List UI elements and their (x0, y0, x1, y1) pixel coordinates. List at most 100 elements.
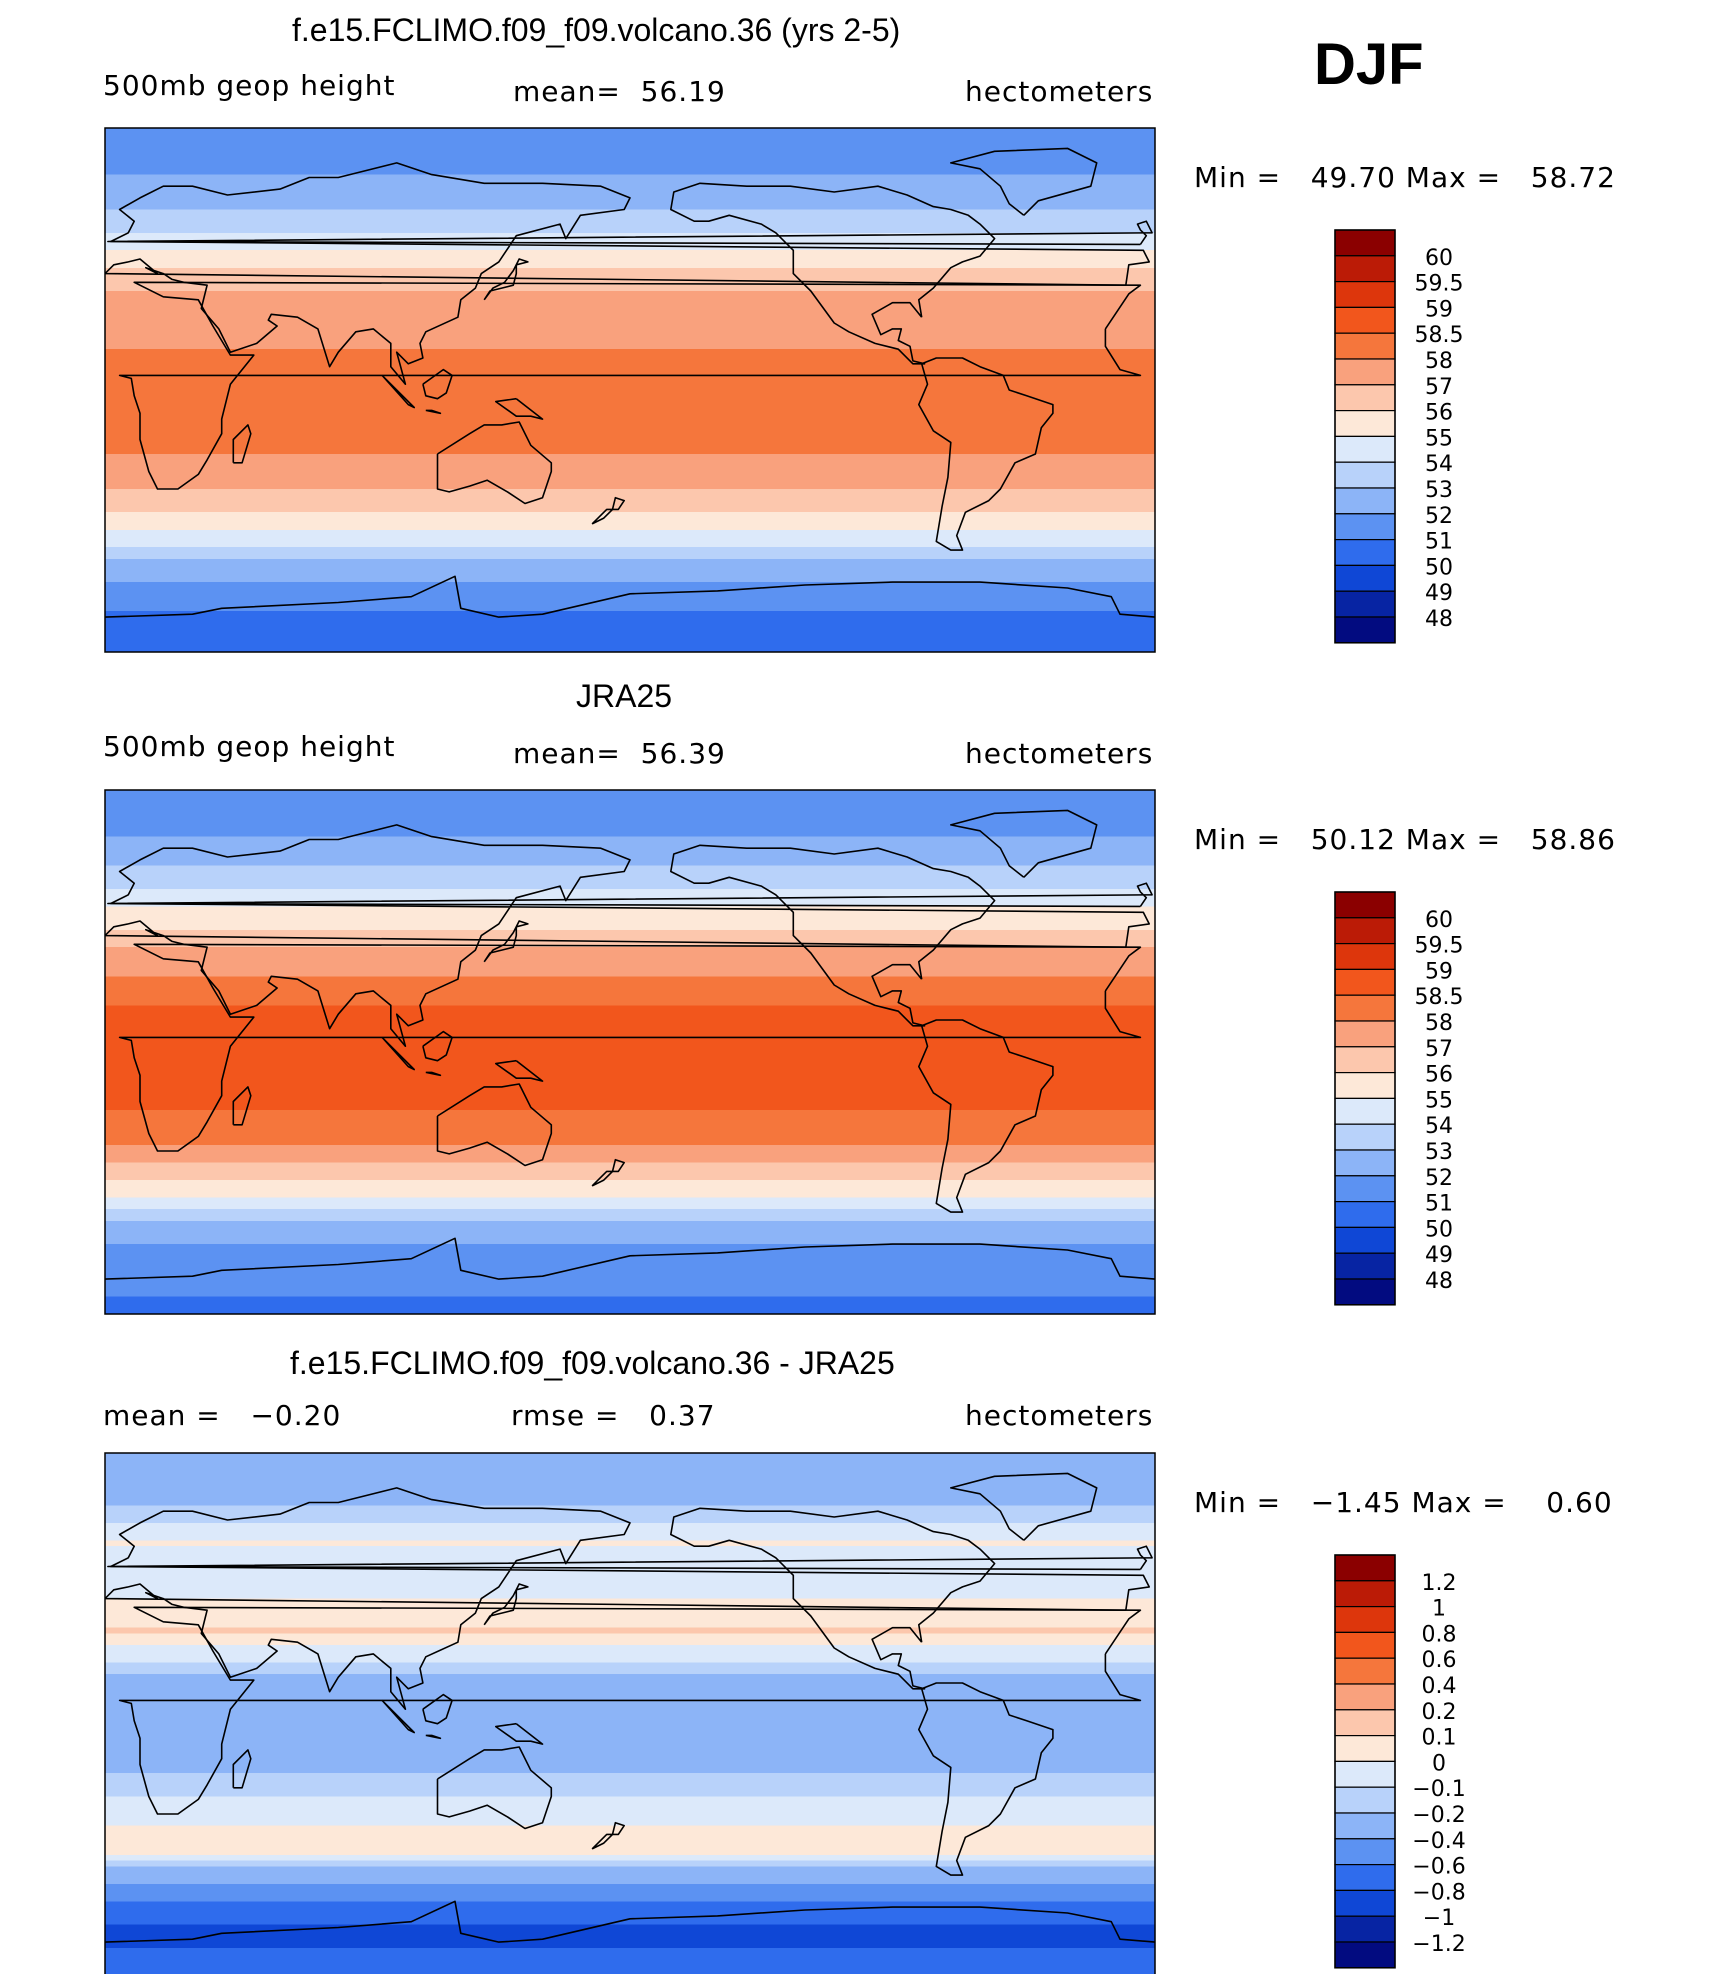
colorbar-tick-label: 54 (1425, 452, 1453, 477)
colorbar-swatch (1334, 1605, 1396, 1633)
coastline (0, 810, 47, 877)
colorbar-swatch (1334, 1941, 1396, 1969)
colorbar-swatch (1334, 891, 1396, 919)
coastline (105, 575, 1155, 618)
coastline (0, 163, 99, 384)
colorbar-swatch (1334, 1175, 1396, 1203)
colorbar-tick-label: 0.8 (1422, 1622, 1457, 1647)
map-background (105, 1453, 1155, 1974)
coastline (422, 1030, 453, 1062)
coastline (483, 258, 529, 301)
colorbar-tick-label: 58 (1425, 1011, 1453, 1036)
coastlines (0, 1472, 1155, 1943)
coastline (0, 1607, 90, 1814)
colorbar-swatch (1334, 1200, 1396, 1228)
colorbar-frame (1334, 1554, 1396, 1969)
colorbar-frame (1334, 229, 1396, 644)
coastline (669, 182, 996, 365)
coastline (494, 397, 544, 420)
colorbar-swatch (1334, 1020, 1396, 1048)
panel-3-mean-label: mean = −0.20 (103, 1399, 342, 1432)
coastline (0, 148, 47, 215)
season-label: DJF (1314, 32, 1424, 97)
panel-3-units-label: hectometers (965, 1399, 1154, 1432)
colorbar-tick-label: −0.8 (1412, 1880, 1465, 1905)
coastline (381, 1036, 416, 1071)
colorbar-swatch (1334, 1554, 1396, 1582)
coastline (425, 1734, 442, 1740)
colorbar-tick-label: 0 (1432, 1751, 1446, 1776)
colorbar-swatch (1334, 1252, 1396, 1280)
colorbar-tick-label: −1.2 (1412, 1932, 1465, 1957)
colorbar-swatch (1334, 1631, 1396, 1659)
map-field-3 (0, 1453, 1155, 1974)
coastline (0, 358, 3, 550)
colorbar-swatch (1334, 942, 1396, 970)
colorbar-swatch (1334, 1580, 1396, 1608)
colorbar-tick-label: 53 (1425, 1140, 1453, 1165)
coastline (669, 1507, 996, 1690)
coastline (107, 882, 1153, 908)
panel-1-variable-label: 500mb geop height (103, 69, 396, 102)
panel-1-title: f.e15.FCLIMO.f09_f09.volcano.36 (yrs 2-5… (292, 12, 901, 48)
coastline (494, 1722, 544, 1745)
coastline (483, 1583, 529, 1626)
colorbar-swatch (1334, 461, 1396, 489)
colorbar-tick-label: 55 (1425, 426, 1453, 451)
colorbar-swatch (1334, 332, 1396, 360)
colorbar-swatch (1334, 1709, 1396, 1737)
coastline (105, 1237, 1155, 1280)
colorbar-tick-label: 60 (1425, 246, 1453, 271)
coastline (949, 1472, 1098, 1541)
coastline (0, 825, 99, 1046)
coastline (611, 1158, 626, 1173)
coastline (949, 147, 1098, 216)
map-frame (104, 127, 1156, 653)
panel-3-minmax-label: Min = −1.45 Max = 0.60 (1194, 1486, 1613, 1519)
panel-2-title: JRA25 (576, 678, 673, 714)
colorbar-tick-label: 48 (1425, 1269, 1453, 1294)
colorbar-swatch (1334, 435, 1396, 463)
colorbar-frame (1334, 891, 1396, 1306)
colorbar-swatch (1334, 1915, 1396, 1943)
colorbar-tick-label: 50 (1425, 555, 1453, 580)
colorbar-tick-label: 52 (1425, 504, 1453, 529)
colorbar-swatch (1334, 1123, 1396, 1151)
colorbar-tick-label: 49 (1425, 581, 1453, 606)
colorbar-swatch (1334, 358, 1396, 386)
colorbar-swatch (1334, 410, 1396, 438)
coastline (436, 1746, 553, 1830)
coastline (105, 1900, 1155, 1943)
colorbar-tick-label: 57 (1425, 375, 1453, 400)
panel-1-minmax-label: Min = 49.70 Max = 58.72 (1194, 161, 1616, 194)
coastline (0, 1488, 99, 1709)
coastline (118, 1606, 1142, 1815)
colorbar-tick-label: 51 (1425, 1192, 1453, 1217)
colorbar-swatch (1334, 1097, 1396, 1125)
coastline (381, 374, 416, 409)
coastline (232, 1749, 252, 1789)
coastline (436, 1083, 553, 1167)
colorbar-tick-label: 55 (1425, 1088, 1453, 1113)
map-frame (104, 1452, 1156, 1974)
coastline (118, 281, 1142, 490)
colorbar-swatch (1334, 1226, 1396, 1254)
coastline (0, 1020, 3, 1212)
colorbar-3: 1.210.80.60.40.20.10−0.1−0.2−0.4−0.6−0.8… (1334, 1554, 1466, 1969)
colorbar-swatch (1334, 1149, 1396, 1177)
coastline (422, 368, 453, 400)
map-field-2 (0, 790, 1155, 1314)
colorbar-tick-label: 58 (1425, 349, 1453, 374)
colorbar-swatch (1334, 616, 1396, 644)
colorbar-tick-label: 51 (1425, 530, 1453, 555)
colorbar-tick-label: 59 (1425, 297, 1453, 322)
colorbar-swatch (1334, 1734, 1396, 1762)
map-background (105, 128, 1155, 652)
colorbar-tick-label: 48 (1425, 607, 1453, 632)
coastline (591, 508, 614, 525)
panel-2-units-label: hectometers (965, 737, 1154, 770)
colorbar-swatch (1334, 306, 1396, 334)
coastline (105, 1278, 106, 1280)
